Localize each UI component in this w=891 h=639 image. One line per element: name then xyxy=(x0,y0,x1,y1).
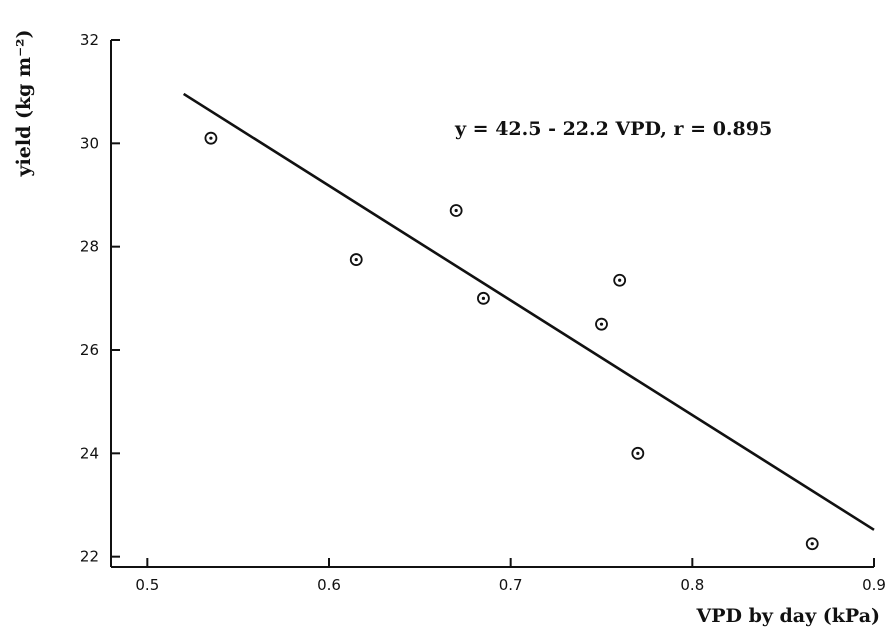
data-point-dot xyxy=(636,451,640,455)
x-axis-title: VPD by day (kPa) xyxy=(695,605,880,627)
y-tick-label: 22 xyxy=(80,548,99,566)
data-point xyxy=(204,131,218,145)
y-tick-label: 30 xyxy=(80,134,99,152)
y-tick-label: 24 xyxy=(80,444,99,462)
data-point-dot xyxy=(810,542,814,546)
data-point-dot xyxy=(481,296,486,300)
y-tick-label: 26 xyxy=(80,341,99,359)
regression-line xyxy=(182,92,875,531)
x-tick-label: 0.9 xyxy=(862,576,886,594)
x-tick-label: 0.5 xyxy=(135,576,159,594)
data-point-ring xyxy=(449,204,463,217)
data-point xyxy=(613,273,627,287)
x-tick-label: 0.6 xyxy=(317,576,341,594)
data-point xyxy=(477,291,490,305)
data-point-ring xyxy=(595,317,608,331)
data-point-dot xyxy=(209,136,213,140)
data-point-dot xyxy=(618,278,622,282)
data-points xyxy=(204,131,819,551)
x-tick-label: 0.7 xyxy=(499,576,523,594)
data-point xyxy=(631,446,645,460)
data-point-ring xyxy=(805,537,819,551)
y-ticks: 22 24 26 28 30 32 xyxy=(80,31,120,566)
data-point-ring xyxy=(631,446,645,460)
y-tick-label: 28 xyxy=(80,238,99,256)
regression-equation: y = 42.5 - 22.2 VPD, r = 0.895 xyxy=(454,118,772,140)
data-point-dot xyxy=(354,257,358,262)
data-point xyxy=(805,537,819,551)
axes xyxy=(110,40,874,568)
data-point-ring xyxy=(477,291,490,305)
data-point-dot xyxy=(599,322,604,326)
x-tick-label: 0.8 xyxy=(680,576,704,594)
y-tick-label: 32 xyxy=(80,31,99,49)
data-point xyxy=(449,204,463,217)
y-axis-title: yield (kg m⁻²) xyxy=(13,30,35,178)
data-point xyxy=(349,253,363,266)
data-point-ring xyxy=(613,273,627,287)
data-point-dot xyxy=(454,208,458,213)
data-point xyxy=(595,317,608,331)
x-ticks: 0.5 0.6 0.7 0.8 0.9 xyxy=(135,558,886,594)
data-point-ring xyxy=(204,131,218,145)
data-point-ring xyxy=(349,253,363,266)
